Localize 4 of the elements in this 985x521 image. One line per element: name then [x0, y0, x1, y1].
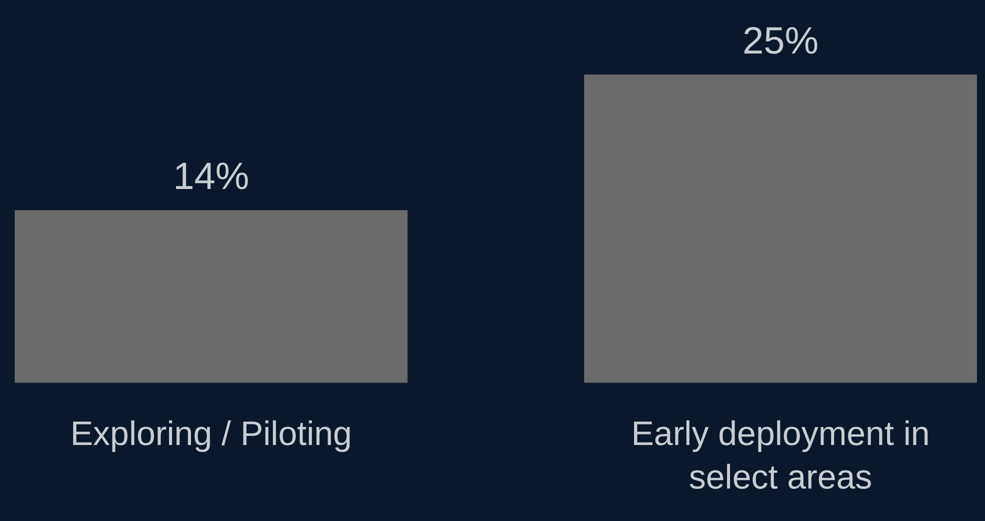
x-tick-label: Early deployment in select areas: [631, 414, 930, 496]
data-label: 25%: [742, 20, 819, 62]
data-label: 14%: [173, 156, 250, 198]
x-tick-label: Exploring / Piloting: [70, 414, 352, 453]
